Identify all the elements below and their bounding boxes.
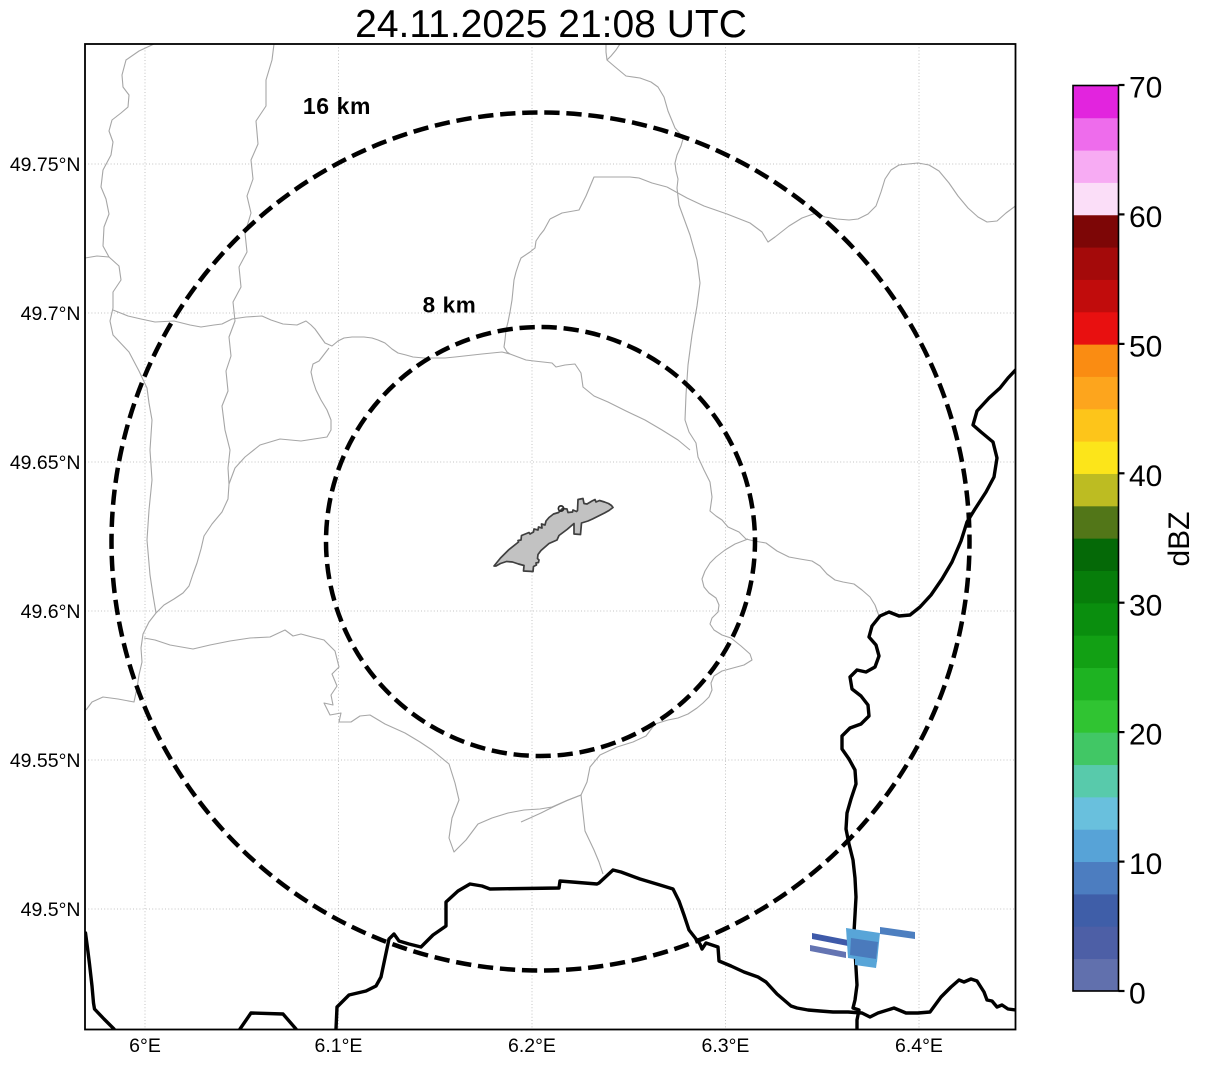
svg-text:49.7°N: 49.7°N bbox=[21, 303, 81, 325]
svg-text:16 km: 16 km bbox=[303, 93, 371, 119]
svg-text:10: 10 bbox=[1129, 848, 1162, 881]
svg-text:8 km: 8 km bbox=[423, 293, 477, 318]
svg-text:49.75°N: 49.75°N bbox=[10, 154, 81, 176]
svg-text:24.11.2025 21:08 UTC: 24.11.2025 21:08 UTC bbox=[355, 3, 747, 46]
svg-text:6.2°E: 6.2°E bbox=[508, 1035, 556, 1057]
svg-text:60: 60 bbox=[1129, 201, 1162, 234]
svg-text:6.1°E: 6.1°E bbox=[315, 1035, 363, 1057]
svg-text:49.65°N: 49.65°N bbox=[10, 452, 81, 474]
svg-text:6.3°E: 6.3°E bbox=[702, 1035, 750, 1057]
svg-text:30: 30 bbox=[1129, 589, 1162, 622]
svg-text:20: 20 bbox=[1129, 719, 1162, 752]
svg-text:49.6°N: 49.6°N bbox=[21, 601, 81, 623]
svg-text:49.55°N: 49.55°N bbox=[10, 750, 81, 772]
svg-text:6.4°E: 6.4°E bbox=[895, 1035, 943, 1057]
svg-text:50: 50 bbox=[1129, 331, 1162, 364]
svg-text:70: 70 bbox=[1129, 72, 1162, 105]
svg-text:0: 0 bbox=[1129, 978, 1146, 1011]
svg-text:6°E: 6°E bbox=[129, 1035, 161, 1057]
svg-text:dBZ: dBZ bbox=[1163, 511, 1196, 566]
svg-text:49.5°N: 49.5°N bbox=[21, 899, 81, 921]
svg-text:40: 40 bbox=[1129, 460, 1162, 493]
